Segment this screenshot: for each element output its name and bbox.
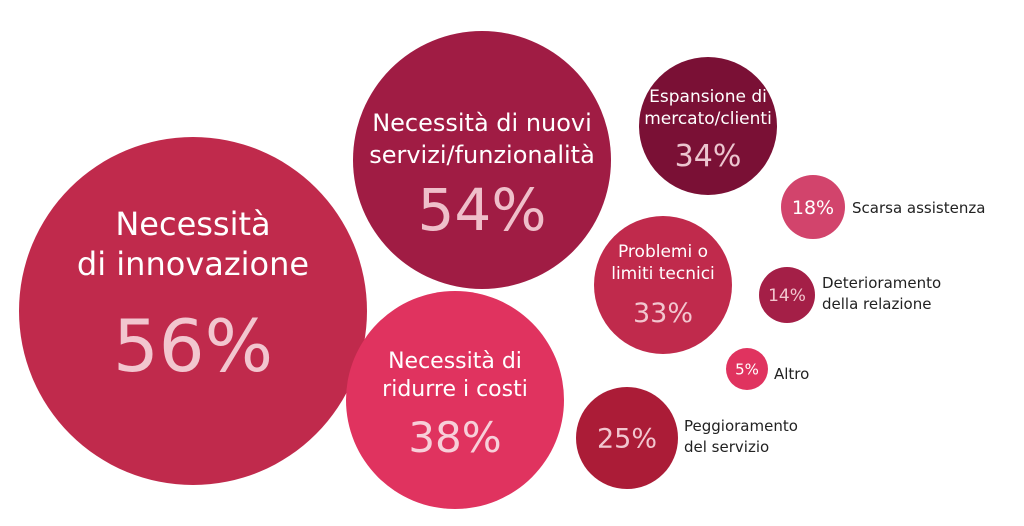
bubble-label-peggioramento-del-servizio-line-2: del servizio [684,438,769,456]
bubble-label-necessita-di-nuovi-servizi-funzionalita-line-1: Necessità di nuovi [372,109,592,137]
bubble-necessita-di-nuovi-servizi-funzionalita: Necessità di nuovi servizi/funzionalità 54… [353,31,611,289]
bubble-label-necessita-di-innovazione-line-1: Necessità [115,205,270,243]
bubble-label-altro-line-1: Altro [774,365,809,383]
bubble-label-peggioramento-del-servizio-line-1: Peggioramento [684,417,798,435]
bubble-circle-necessita-di-ridurre-i-costi [346,291,564,509]
bubble-circle-problemi-o-limiti-tecnici [594,216,732,354]
bubble-label-deterioramento-della-relazione-line-2: della relazione [822,295,931,313]
bubble-label-espansione-di-mercato-clienti-line-1: Espansione di [649,87,767,107]
bubble-label-necessita-di-nuovi-servizi-funzionalita-line-2: servizi/funzionalità [369,141,595,169]
bubble-circle-necessita-di-innovazione [19,137,367,485]
bubble-circle-espansione-di-mercato-clienti [639,57,777,195]
bubble-deterioramento-della-relazione: 14% Deterioramento della relazione [759,267,941,323]
bubble-value-necessita-di-ridurre-i-costi: 38% [408,413,501,462]
bubble-value-peggioramento-del-servizio: 25% [597,424,657,455]
bubble-peggioramento-del-servizio: 25% Peggioramento del servizio [576,387,798,489]
bubble-value-problemi-o-limiti-tecnici: 33% [633,298,693,329]
bubble-label-necessita-di-innovazione-line-2: di innovazione [77,245,309,283]
bubble-circle-deterioramento-della-relazione [759,267,815,323]
bubble-label-scarsa-assistenza-line-1: Scarsa assistenza [852,199,985,217]
bubble-necessita-di-ridurre-i-costi: Necessità di ridurre i costi 38% [346,291,564,509]
bubble-circle-necessita-di-nuovi-servizi-funzionalita [353,31,611,289]
bubble-value-necessita-di-nuovi-servizi-funzionalita: 54% [418,176,547,244]
bubble-circle-peggioramento-del-servizio [576,387,678,489]
bubble-value-altro: 5% [735,360,759,378]
bubble-value-deterioramento-della-relazione: 14% [768,286,806,306]
bubble-label-problemi-o-limiti-tecnici-line-1: Problemi o [618,242,708,262]
bubble-scarsa-assistenza: 18% Scarsa assistenza [781,175,985,239]
bubble-label-espansione-di-mercato-clienti-line-2: mercato/clienti [644,109,772,129]
bubble-label-necessita-di-ridurre-i-costi-line-2: ridurre i costi [382,377,528,402]
bubble-value-scarsa-assistenza: 18% [792,197,834,219]
bubble-label-problemi-o-limiti-tecnici-line-2: limiti tecnici [611,264,715,284]
bubble-circle-altro [726,348,768,390]
bubble-value-espansione-di-mercato-clienti: 34% [675,139,742,174]
bubble-value-necessita-di-innovazione: 56% [113,304,273,388]
bubble-label-necessita-di-ridurre-i-costi-line-1: Necessità di [388,349,522,374]
bubble-label-deterioramento-della-relazione-line-1: Deterioramento [822,274,941,292]
bubble-circle-scarsa-assistenza [781,175,845,239]
bubble-altro: 5% Altro [726,348,809,390]
